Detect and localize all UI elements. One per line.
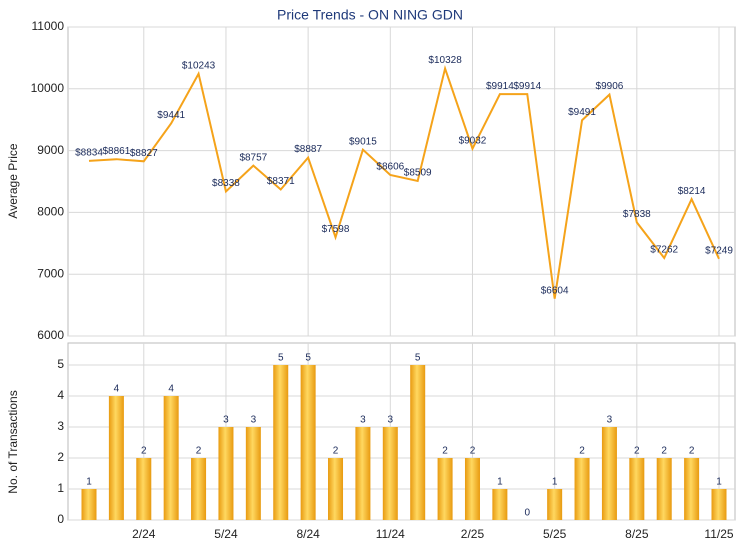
bar — [547, 489, 563, 520]
data-label: 3 — [607, 415, 613, 426]
data-label: 1 — [552, 477, 558, 488]
y-tick-label: 2 — [57, 450, 64, 464]
data-label: 2 — [141, 446, 147, 457]
y-tick-label: 8000 — [37, 205, 64, 219]
y-tick-label: 5 — [57, 357, 64, 371]
plot-area — [67, 26, 736, 337]
bar — [601, 427, 617, 520]
data-label: $10328 — [428, 55, 462, 66]
bar — [273, 365, 289, 520]
data-label: 2 — [634, 446, 640, 457]
bar — [711, 489, 727, 520]
bar — [328, 458, 344, 520]
bar — [656, 458, 672, 520]
data-label: 3 — [388, 415, 394, 426]
data-label: $9491 — [568, 107, 596, 118]
data-label: $9914 — [486, 81, 514, 92]
bar — [464, 458, 480, 520]
data-label: $7598 — [322, 224, 350, 235]
data-label: 1 — [86, 477, 92, 488]
price-line — [88, 64, 720, 299]
data-label: $8887 — [294, 144, 322, 155]
data-label: 1 — [497, 477, 503, 488]
data-label: 2 — [661, 446, 667, 457]
bar — [574, 458, 590, 520]
data-label: $9441 — [157, 110, 185, 121]
bar — [629, 458, 645, 520]
data-label: $8509 — [404, 168, 432, 179]
y-tick-label: 10000 — [31, 81, 65, 95]
data-label: $8338 — [212, 178, 240, 189]
x-tick-label: 8/24 — [296, 527, 320, 541]
y-tick-label: 0 — [57, 512, 64, 526]
data-label: $8606 — [376, 162, 404, 173]
y-axis-title: No. of Transactions — [6, 390, 20, 493]
data-label: $9906 — [596, 81, 624, 92]
y-tick-label: 11000 — [32, 19, 65, 33]
data-label: 2 — [333, 446, 339, 457]
data-label: 2 — [442, 446, 448, 457]
y-tick-label: 4 — [57, 388, 64, 402]
bar — [108, 396, 124, 520]
bar — [81, 489, 97, 520]
data-label: $8371 — [267, 176, 295, 187]
x-tick-label: 11/24 — [376, 527, 405, 541]
y-tick-label: 6000 — [37, 328, 64, 342]
x-tick-label: 8/25 — [625, 527, 649, 541]
data-label: 2 — [470, 446, 476, 457]
data-label: $8861 — [102, 146, 130, 157]
bar — [437, 458, 453, 520]
x-tick-label: 2/25 — [461, 527, 485, 541]
data-label: $8214 — [678, 186, 706, 197]
bar — [382, 427, 398, 520]
data-label: $7838 — [623, 209, 651, 220]
x-tick-label: 5/25 — [543, 527, 567, 541]
data-label: 5 — [278, 353, 284, 364]
data-label: $9032 — [459, 135, 487, 146]
data-label: 3 — [360, 415, 366, 426]
data-label: $8834 — [75, 147, 103, 158]
data-label: 0 — [524, 508, 530, 519]
bar — [355, 427, 371, 520]
data-label: 4 — [114, 384, 120, 395]
y-tick-label: 3 — [57, 419, 64, 433]
bar — [191, 458, 207, 520]
x-tick-label: 2/24 — [132, 527, 156, 541]
bar — [245, 427, 261, 520]
data-label: 2 — [579, 446, 585, 457]
y-tick-label: 7000 — [37, 266, 64, 280]
data-label: $7262 — [650, 245, 678, 256]
bar — [410, 365, 426, 520]
plot-area — [67, 342, 736, 521]
x-tick-label: 5/24 — [214, 527, 238, 541]
data-label: $8827 — [130, 148, 158, 159]
bar — [684, 458, 700, 520]
bar — [492, 489, 508, 520]
data-label: 5 — [415, 353, 421, 364]
data-label: 4 — [168, 384, 174, 395]
y-tick-label: 9000 — [37, 143, 64, 157]
bar — [163, 396, 179, 520]
bar — [218, 427, 234, 520]
data-label: 2 — [689, 446, 695, 457]
data-label: 3 — [223, 415, 229, 426]
y-tick-label: 1 — [57, 481, 64, 495]
data-label: $10243 — [182, 60, 216, 71]
data-label: 3 — [251, 415, 257, 426]
chart-title: Price Trends - ON NING GDN — [277, 7, 463, 23]
data-label: $8757 — [239, 152, 267, 163]
data-label: $7249 — [705, 245, 733, 256]
data-label: $9015 — [349, 136, 377, 147]
data-label: $6604 — [541, 285, 569, 296]
data-label: 1 — [716, 477, 722, 488]
bar — [136, 458, 152, 520]
x-tick-label: 11/25 — [704, 527, 733, 541]
data-label: 5 — [305, 353, 311, 364]
data-label: $9914 — [513, 81, 541, 92]
bar — [300, 365, 316, 520]
y-axis-title: Average Price — [6, 143, 20, 218]
data-label: 2 — [196, 446, 202, 457]
